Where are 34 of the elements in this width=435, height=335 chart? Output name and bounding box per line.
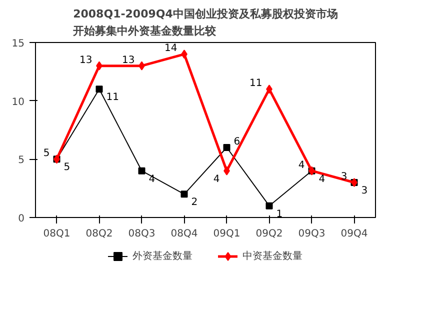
point <box>96 86 103 93</box>
x-tick-label: 08Q3 <box>128 228 156 240</box>
data-label: 4 <box>298 160 305 171</box>
data-label: 5 <box>64 162 70 174</box>
data-label: 11 <box>250 78 262 90</box>
point <box>223 144 230 151</box>
data-label: 2 <box>191 197 198 208</box>
data-label: 5 <box>43 148 50 160</box>
y-tick-label: 15 <box>12 38 25 50</box>
data-label: 4 <box>318 174 326 185</box>
x-tick-label: 09Q1 <box>213 228 240 240</box>
data-label: 1 <box>276 208 283 220</box>
chart-title: 2008Q1-2009Q4中国创业投资及私募股权投资市场开始募集中外资基金数量比较 <box>72 8 338 38</box>
legend-label: 中资基金数量 <box>242 250 302 263</box>
x-tick-label: 08Q1 <box>43 228 70 240</box>
point <box>266 202 273 210</box>
x-tick-label: 09Q2 <box>256 228 283 240</box>
y-tick-label: 10 <box>12 96 25 108</box>
y-tick-label: 0 <box>18 214 25 224</box>
data-label: 13 <box>122 54 135 66</box>
point <box>138 167 146 174</box>
x-tick-label: 08Q4 <box>170 228 198 240</box>
data-label: 14 <box>164 43 178 54</box>
x-tick-label: 09Q3 <box>298 228 326 240</box>
data-label: 4 <box>213 174 220 185</box>
x-tick-label: 09Q4 <box>340 228 368 240</box>
legend-label: 外资基金数量 <box>132 250 192 263</box>
data-label: 6 <box>234 136 240 148</box>
y-tick-label: 5 <box>18 155 25 166</box>
point <box>180 190 188 198</box>
data-label: 13 <box>80 54 92 66</box>
data-label: 11 <box>106 92 119 104</box>
x-tick-label: 08Q2 <box>86 228 113 240</box>
data-label: 3 <box>361 186 368 196</box>
